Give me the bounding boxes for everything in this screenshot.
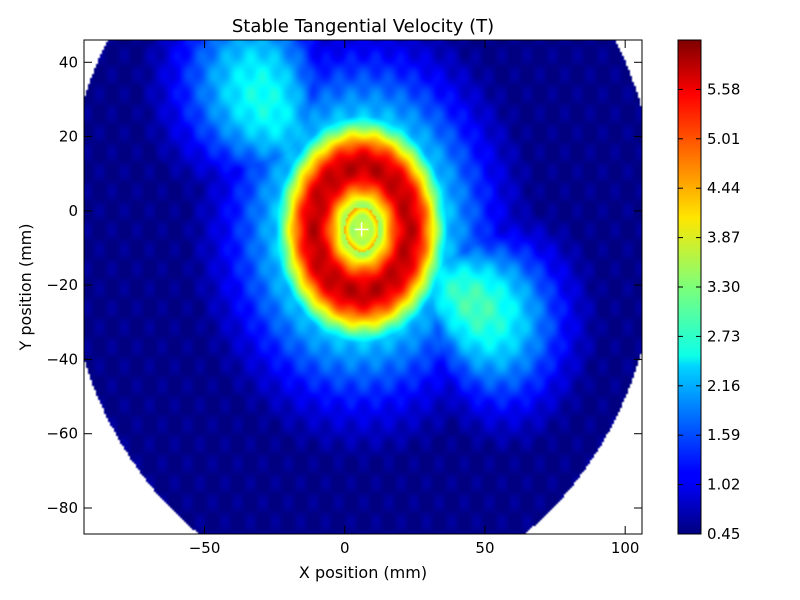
colorbar-tick-label: 3.87 [707,229,740,247]
x-axis-ticks: −50 0 50 100 [189,40,640,557]
y-tick-label: 20 [59,128,78,146]
colorbar-tick-label: 1.59 [707,426,740,444]
y-tick-label: −20 [46,276,78,294]
y-axis-label: Y position (mm) [16,224,35,352]
colorbar-tick-label: 2.73 [707,327,740,345]
colorbar-tick-label: 0.45 [707,525,740,543]
x-tick-label: 100 [611,539,640,557]
heatmap-image [84,40,642,534]
chart-title: Stable Tangential Velocity (T) [232,16,494,37]
center-marker [354,222,369,237]
x-tick-label: 50 [475,539,494,557]
y-tick-label: 40 [59,53,78,71]
y-tick-label: 0 [68,202,78,220]
y-axis-ticks: 40 20 0 −20 −40 −60 −80 [46,53,642,517]
colorbar-tick-label: 1.02 [707,476,740,494]
colorbar-tick-label: 5.58 [707,80,740,98]
colorbar-tick-label: 4.44 [707,179,740,197]
x-tick-label: −50 [189,539,221,557]
colorbar-ticks: 0.45 1.02 1.59 2.16 2.73 3.30 3.87 4.44 5.01 5.58 [678,80,740,543]
colorbar-tick-label: 2.16 [707,377,740,395]
x-axis-label: X position (mm) [299,563,427,582]
y-tick-label: −80 [46,499,78,517]
colorbar-tick-label: 5.01 [707,130,740,148]
y-tick-label: −40 [46,350,78,368]
plot-frame [83,39,643,535]
heatmap-area [84,40,642,534]
colorbar: 0.45 1.02 1.59 2.16 2.73 3.30 3.87 4.44 5.01 5.58 [677,39,740,543]
y-tick-label: −60 [46,425,78,443]
x-tick-label: 0 [340,539,350,557]
colorbar-tick-label: 3.30 [707,278,740,296]
